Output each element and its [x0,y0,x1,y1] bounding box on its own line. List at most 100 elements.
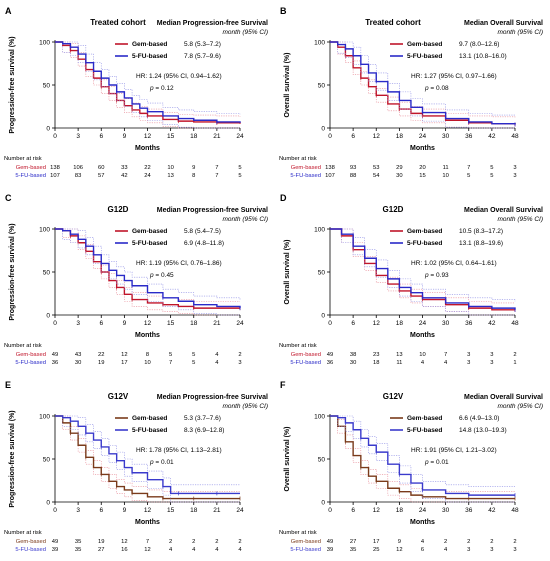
x-tick-label: 18 [396,133,404,140]
risk-table-title: Number at risk [279,343,317,349]
risk-value: 10 [419,352,425,358]
risk-value: 13 [396,352,402,358]
x-tick-label: 21 [213,133,221,140]
panel-e: E G12V Progression-free survival (%) 0 50 100… [0,374,275,561]
risk-row-label: Gem-based [291,165,321,171]
legend-subtitle: month (95% CI) [497,29,543,36]
risk-value: 2 [238,539,241,545]
x-tick-label: 36 [465,507,473,514]
risk-value: 9 [398,539,401,545]
chart-title: G12D [383,205,404,214]
x-tick-label: 18 [396,320,404,327]
p-number: = 0.01 [430,459,449,466]
risk-value: 3 [238,360,241,366]
hazard-ratio: HR: 1.27 (95% CI, 0.97–1.66) [411,73,497,80]
chart-title: G12D [108,205,129,214]
x-tick-label: 6 [99,507,103,514]
risk-table-title: Number at risk [4,343,42,349]
legend-median: 5.8 (5.3–7.2) [184,41,221,48]
risk-row-label: 5-FU-based [290,547,321,553]
x-tick-label: 3 [76,507,80,514]
risk-value: 107 [50,173,60,179]
risk-value: 93 [350,165,356,171]
p-number: = 0.45 [155,272,174,279]
x-tick-label: 0 [53,133,57,140]
x-tick-label: 0 [328,133,332,140]
panel-label: E [5,380,11,390]
risk-value: 3 [467,352,470,358]
ci-upper-line [55,415,240,486]
y-tick-label: 100 [39,226,50,233]
panel-label: F [280,380,286,390]
risk-value: 4 [421,539,425,545]
y-tick-label: 50 [43,456,51,463]
legend-subtitle: month (95% CI) [497,403,543,410]
risk-row-label: 5-FU-based [290,360,321,366]
x-tick-label: 18 [190,320,198,327]
x-tick-label: 12 [373,320,381,327]
risk-value: 2 [444,539,447,545]
hazard-ratio: HR: 1.19 (95% CI, 0.76–1.86) [136,260,222,267]
risk-row-label: 5-FU-based [290,173,321,179]
risk-value: 83 [75,173,81,179]
risk-value: 22 [98,352,104,358]
x-tick-label: 24 [236,133,244,140]
risk-row-label: Gem-based [291,352,321,358]
legend-name: Gem-based [132,415,167,422]
legend-title: Median Progression-free Survival [157,394,268,401]
legend-subtitle: month (95% CI) [222,216,268,223]
risk-value: 3 [513,173,516,179]
x-tick-label: 3 [76,133,80,140]
risk-value: 43 [75,352,81,358]
x-tick-label: 24 [236,320,244,327]
y-tick-label: 0 [321,312,325,319]
risk-row-label: Gem-based [16,165,46,171]
risk-value: 16 [121,547,127,553]
risk-value: 19 [98,539,104,545]
chart-title: Treated cohort [90,18,146,27]
x-tick-label: 24 [419,133,427,140]
chart-title: Treated cohort [365,18,421,27]
x-tick-label: 0 [53,320,57,327]
risk-value: 2 [192,539,195,545]
legend-name: Gem-based [407,228,442,235]
hazard-ratio: HR: 1.02 (95% CI, 0.64–1.61) [411,260,497,267]
chart-title: G12V [108,392,129,401]
p-number: = 0.93 [430,272,449,279]
x-tick-label: 0 [328,507,332,514]
risk-value: 7 [444,352,447,358]
risk-row-label: 5-FU-based [15,173,46,179]
risk-value: 2 [238,352,241,358]
x-tick-label: 24 [236,507,244,514]
legend-title: Median Progression-free Survival [157,20,268,27]
risk-value: 36 [52,360,58,366]
ci-upper-line [330,228,516,302]
risk-value: 4 [215,360,219,366]
panel-f: F G12V Overall survival (%) 0 50 100 0 6 12 18 24 3… [275,374,550,561]
x-tick-label: 18 [396,507,404,514]
legend-median: 14.8 (13.0–19.3) [459,427,507,434]
risk-value: 54 [373,173,380,179]
risk-value: 7 [215,173,218,179]
risk-value: 49 [327,539,333,545]
risk-value: 60 [98,165,104,171]
risk-value: 27 [350,539,356,545]
risk-value: 3 [467,360,470,366]
y-tick-label: 0 [46,312,50,319]
risk-value: 2 [215,539,218,545]
risk-table-title: Number at risk [279,156,317,162]
risk-value: 10 [144,360,150,366]
x-tick-label: 6 [99,133,103,140]
legend-subtitle: month (95% CI) [222,29,268,36]
legend-subtitle: month (95% CI) [222,403,268,410]
x-tick-label: 42 [488,133,496,140]
risk-value: 3 [490,352,493,358]
legend-median: 13.1 (10.8–16.0) [459,53,507,60]
risk-value: 5 [490,173,493,179]
panel-label: A [5,6,12,16]
x-tick-label: 6 [351,133,355,140]
risk-value: 3 [513,165,516,171]
ci-upper-line [55,41,241,115]
risk-value: 42 [121,173,127,179]
